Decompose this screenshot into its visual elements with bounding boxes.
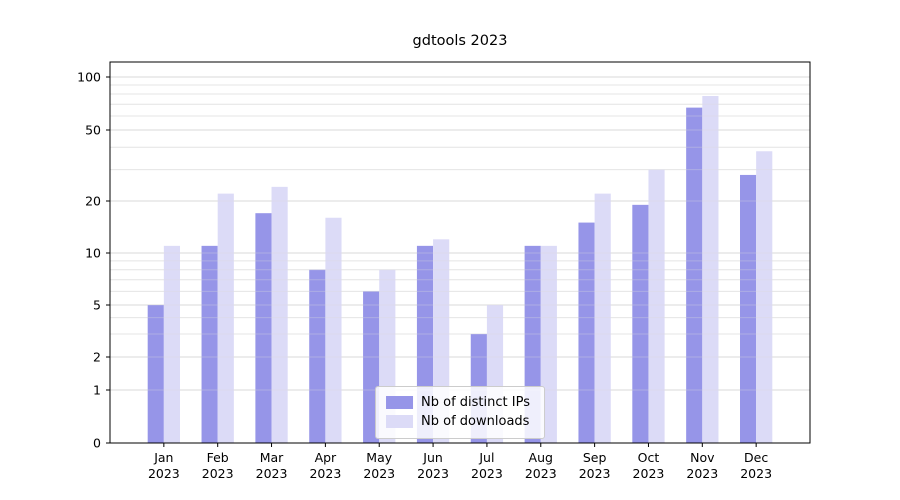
legend-label-distinct-ips: Nb of distinct IPs <box>421 395 530 410</box>
y-tick-label: 5 <box>93 298 101 313</box>
x-tick-label-year: 2023 <box>633 466 665 481</box>
x-tick-label-month: Aug <box>529 450 553 465</box>
x-tick-label-year: 2023 <box>686 466 718 481</box>
y-tick-label: 50 <box>85 123 101 138</box>
chart-legend: Nb of distinct IPs Nb of downloads <box>375 386 545 439</box>
bar-downloads-apr <box>325 217 342 443</box>
x-tick-label-year: 2023 <box>471 466 503 481</box>
legend-item-distinct-ips: Nb of distinct IPs <box>386 393 530 412</box>
chart-title: gdtools 2023 <box>412 33 508 49</box>
bar-downloads-oct <box>648 169 665 443</box>
x-tick-label-year: 2023 <box>740 466 772 481</box>
bar-distinct-ips-mar <box>255 213 272 443</box>
bar-distinct-ips-sep <box>578 222 595 443</box>
bar-distinct-ips-dec <box>740 174 757 443</box>
x-tick-label-month: Jul <box>478 450 494 465</box>
x-tick-label-year: 2023 <box>202 466 234 481</box>
x-tick-label-year: 2023 <box>417 466 449 481</box>
bar-distinct-ips-oct <box>632 204 649 443</box>
bar-downloads-dec <box>756 151 773 443</box>
x-tick-label-month: Dec <box>744 450 768 465</box>
legend-swatch-downloads-icon <box>386 415 414 428</box>
x-tick-label-year: 2023 <box>148 466 180 481</box>
x-tick-label-year: 2023 <box>363 466 395 481</box>
legend-swatch-distinct-ips-icon <box>386 396 414 409</box>
bar-downloads-feb <box>217 193 234 443</box>
x-tick-label-month: Jan <box>153 450 173 465</box>
y-tick-label: 0 <box>93 436 101 451</box>
x-tick-label-month: Oct <box>638 450 660 465</box>
bar-downloads-mar <box>271 186 288 444</box>
x-tick-label-year: 2023 <box>525 466 557 481</box>
x-tick-label-month: Jun <box>422 450 443 465</box>
x-tick-label-month: Feb <box>207 450 229 465</box>
bar-distinct-ips-nov <box>686 107 703 444</box>
y-tick-label: 1 <box>93 383 101 398</box>
x-tick-label-month: Nov <box>690 450 715 465</box>
x-tick-label-month: Sep <box>583 450 607 465</box>
x-tick-label-month: Mar <box>260 450 284 465</box>
bar-downloads-sep <box>594 193 611 443</box>
bar-distinct-ips-apr <box>309 269 326 443</box>
y-tick-label: 100 <box>77 70 101 85</box>
bar-distinct-ips-jan <box>147 305 164 443</box>
y-tick-label: 2 <box>93 350 101 365</box>
legend-label-downloads: Nb of downloads <box>421 414 530 429</box>
x-tick-label-month: May <box>366 450 392 465</box>
y-tick-label: 10 <box>85 246 101 261</box>
x-tick-label-year: 2023 <box>256 466 288 481</box>
x-tick-label-year: 2023 <box>579 466 611 481</box>
bar-downloads-nov <box>702 95 719 444</box>
x-tick-label-year: 2023 <box>309 466 341 481</box>
x-tick-label-month: Apr <box>315 450 337 465</box>
bar-downloads-jan <box>163 245 180 443</box>
legend-item-downloads: Nb of downloads <box>386 412 530 431</box>
y-tick-label: 20 <box>85 194 101 209</box>
bar-distinct-ips-feb <box>201 245 218 443</box>
